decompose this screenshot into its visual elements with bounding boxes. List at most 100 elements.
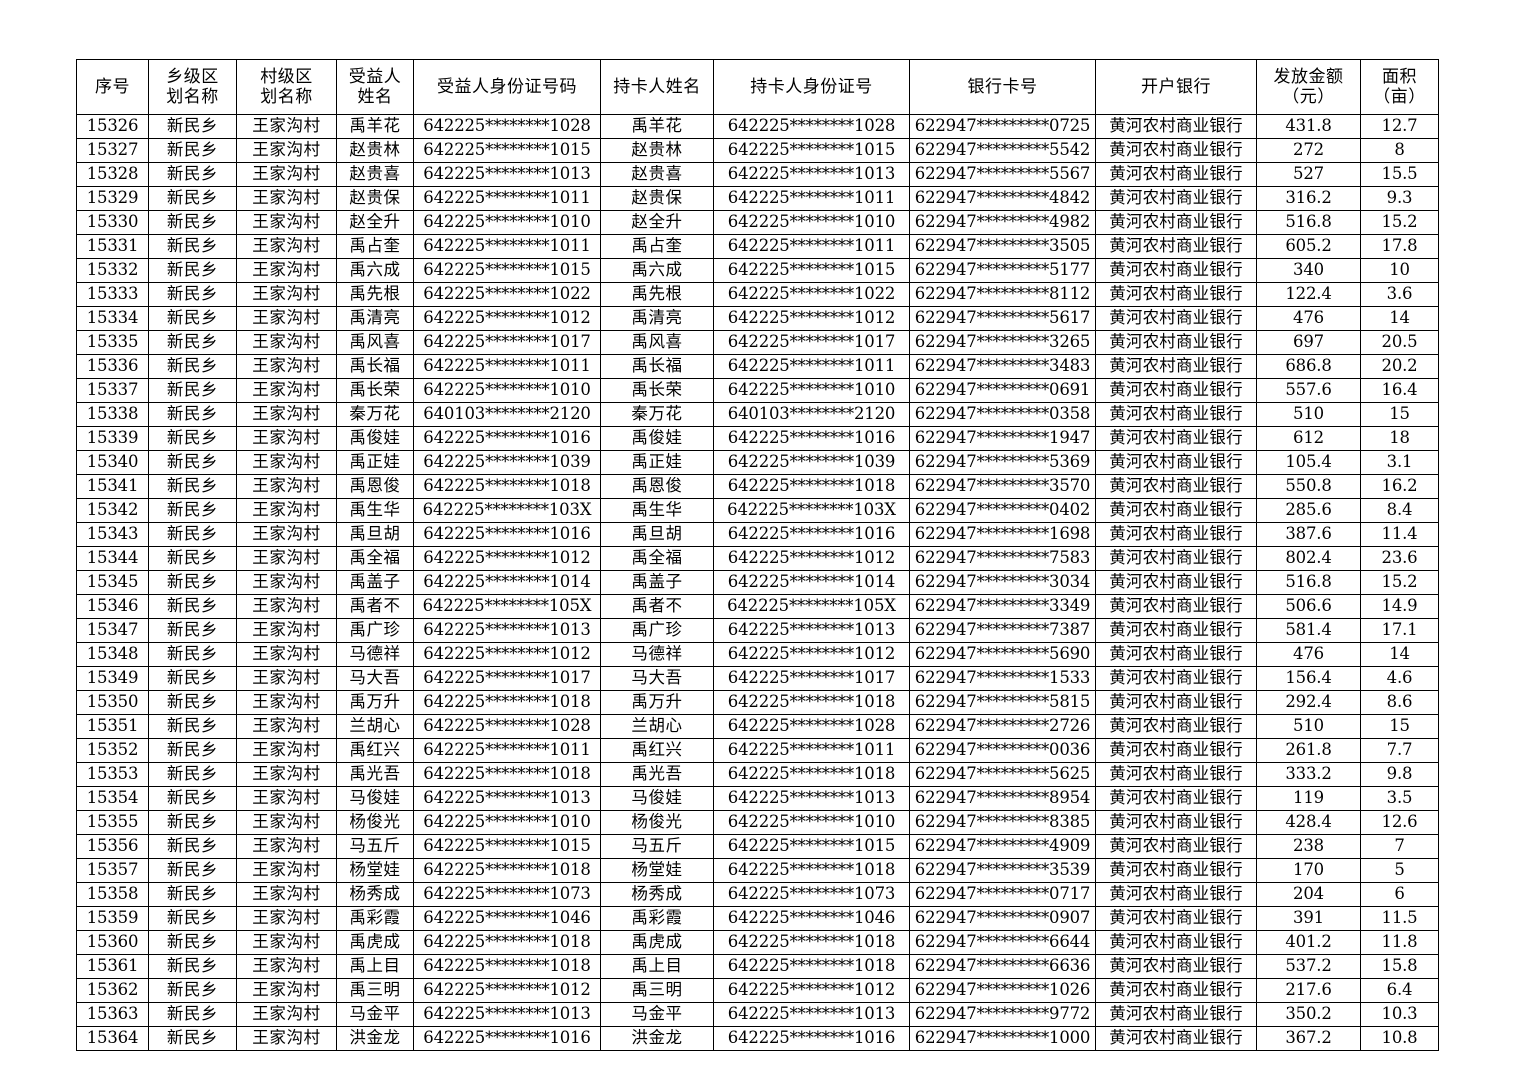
- column-header-card: 银行卡号: [909, 59, 1096, 115]
- cell-name: 禹占奎: [336, 234, 414, 259]
- cell-name: 禹长荣: [336, 378, 414, 403]
- column-header-label-line1: 持卡人身份证号: [750, 76, 873, 97]
- cell-area: 15.2: [1360, 570, 1439, 595]
- cell-idno: 642225********1046: [413, 906, 601, 931]
- column-header-seq: 序号: [76, 59, 149, 115]
- cell-amount: 217.6: [1256, 978, 1361, 1003]
- header-row: 序号 乡级区 划名称 村级区 划名称 受益人 姓名 受益人身份证号码 持卡人姓名 持卡人身份证号银…: [76, 59, 1439, 115]
- cell-seq: 15349: [76, 666, 149, 691]
- cell-area: 17.8: [1360, 234, 1439, 259]
- cell-seq: 15363: [76, 1002, 149, 1027]
- cell-idno: 642225********1012: [413, 306, 601, 331]
- cell-bank: 黄河农村商业银行: [1095, 1026, 1257, 1051]
- cell-name: 赵全升: [336, 210, 414, 235]
- table-row: 15338 新民乡 王家沟村 秦万花 640103********2120 秦万花 6401…: [76, 402, 1439, 427]
- cell-card: 622947*********4842: [909, 186, 1096, 211]
- cell-name: 赵贵保: [336, 186, 414, 211]
- cell-seq: 15329: [76, 186, 149, 211]
- cell-name: 兰胡心: [336, 714, 414, 739]
- cell-idno: 642225********1011: [413, 354, 601, 379]
- cell-village: 王家沟村: [236, 402, 337, 427]
- table-row: 15363 新民乡 王家沟村 马金平 642225********1013 马金平 6422…: [76, 1002, 1439, 1027]
- cell-idno: 642225********1018: [413, 690, 601, 715]
- cell-name: 禹清亮: [336, 306, 414, 331]
- cell-town: 新民乡: [148, 282, 237, 307]
- cell-bank: 黄河农村商业银行: [1095, 906, 1257, 931]
- cell-town: 新民乡: [148, 786, 237, 811]
- cell-village: 王家沟村: [236, 762, 337, 787]
- cell-idno: 642225********1010: [413, 378, 601, 403]
- cell-area: 15: [1360, 714, 1439, 739]
- column-header-label-line2: 划名称: [166, 87, 219, 107]
- cell-holder: 赵全升: [600, 210, 714, 235]
- cell-amount: 272: [1256, 138, 1361, 163]
- cell-bank: 黄河农村商业银行: [1095, 834, 1257, 859]
- cell-name: 禹长福: [336, 354, 414, 379]
- cell-bank: 黄河农村商业银行: [1095, 762, 1257, 787]
- cell-bank: 黄河农村商业银行: [1095, 354, 1257, 379]
- cell-bank: 黄河农村商业银行: [1095, 474, 1257, 499]
- cell-area: 5: [1360, 858, 1439, 883]
- cell-town: 新民乡: [148, 1002, 237, 1027]
- table-row: 15336 新民乡 王家沟村 禹长福 642225********1011 禹长福 6422…: [76, 354, 1439, 379]
- table-row: 15360 新民乡 王家沟村 禹虎成 642225********1018 禹虎成 6422…: [76, 930, 1439, 955]
- cell-seq: 15342: [76, 498, 149, 523]
- cell-area: 11.4: [1360, 522, 1439, 547]
- cell-amount: 333.2: [1256, 762, 1361, 787]
- cell-town: 新民乡: [148, 642, 237, 667]
- cell-village: 王家沟村: [236, 570, 337, 595]
- cell-holderid: 642225********1014: [713, 570, 910, 595]
- cell-bank: 黄河农村商业银行: [1095, 570, 1257, 595]
- table-row: 15351 新民乡 王家沟村 兰胡心 642225********1028 兰胡心 6422…: [76, 714, 1439, 739]
- cell-village: 王家沟村: [236, 666, 337, 691]
- cell-amount: 697: [1256, 330, 1361, 355]
- cell-holderid: 642225********105X: [713, 594, 910, 619]
- cell-holder: 秦万花: [600, 402, 714, 427]
- cell-area: 9.8: [1360, 762, 1439, 787]
- cell-idno: 642225********1013: [413, 1002, 601, 1027]
- cell-seq: 15328: [76, 162, 149, 187]
- cell-card: 622947*********1000: [909, 1026, 1096, 1051]
- cell-card: 622947*********1533: [909, 666, 1096, 691]
- cell-bank: 黄河农村商业银行: [1095, 1002, 1257, 1027]
- cell-idno: 642225********1012: [413, 642, 601, 667]
- table-row: 15333 新民乡 王家沟村 禹先根 642225********1022 禹先根 6422…: [76, 282, 1439, 307]
- cell-village: 王家沟村: [236, 714, 337, 739]
- cell-holderid: 642225********1011: [713, 234, 910, 259]
- cell-seq: 15343: [76, 522, 149, 547]
- cell-seq: 15356: [76, 834, 149, 859]
- cell-holder: 禹清亮: [600, 306, 714, 331]
- table-row: 15339 新民乡 王家沟村 禹俊娃 642225********1016 禹俊娃 6422…: [76, 426, 1439, 451]
- cell-seq: 15335: [76, 330, 149, 355]
- table-row: 15327 新民乡 王家沟村 赵贵林 642225********1015 赵贵林 6422…: [76, 138, 1439, 163]
- cell-holderid: 642225********1039: [713, 450, 910, 475]
- cell-idno: 642225********1016: [413, 426, 601, 451]
- cell-idno: 642225********1018: [413, 474, 601, 499]
- column-header-label-line1: 持卡人姓名: [613, 76, 701, 97]
- cell-town: 新民乡: [148, 714, 237, 739]
- cell-name: 赵贵喜: [336, 162, 414, 187]
- cell-village: 王家沟村: [236, 498, 337, 523]
- cell-town: 新民乡: [148, 330, 237, 355]
- cell-town: 新民乡: [148, 618, 237, 643]
- table-row: 15332 新民乡 王家沟村 禹六成 642225********1015 禹六成 6422…: [76, 258, 1439, 283]
- cell-name: 禹风喜: [336, 330, 414, 355]
- cell-village: 王家沟村: [236, 738, 337, 763]
- cell-area: 10.8: [1360, 1026, 1439, 1051]
- cell-holderid: 642225********1011: [713, 354, 910, 379]
- cell-card: 622947*********6644: [909, 930, 1096, 955]
- cell-area: 3.1: [1360, 450, 1439, 475]
- cell-bank: 黄河农村商业银行: [1095, 258, 1257, 283]
- cell-seq: 15336: [76, 354, 149, 379]
- cell-village: 王家沟村: [236, 234, 337, 259]
- cell-town: 新民乡: [148, 666, 237, 691]
- cell-holder: 马大吾: [600, 666, 714, 691]
- cell-bank: 黄河农村商业银行: [1095, 714, 1257, 739]
- cell-holderid: 642225********1012: [713, 306, 910, 331]
- table-row: 15335 新民乡 王家沟村 禹风喜 642225********1017 禹风喜 6422…: [76, 330, 1439, 355]
- cell-card: 622947*********4909: [909, 834, 1096, 859]
- cell-idno: 642225********103X: [413, 498, 601, 523]
- cell-village: 王家沟村: [236, 186, 337, 211]
- cell-village: 王家沟村: [236, 426, 337, 451]
